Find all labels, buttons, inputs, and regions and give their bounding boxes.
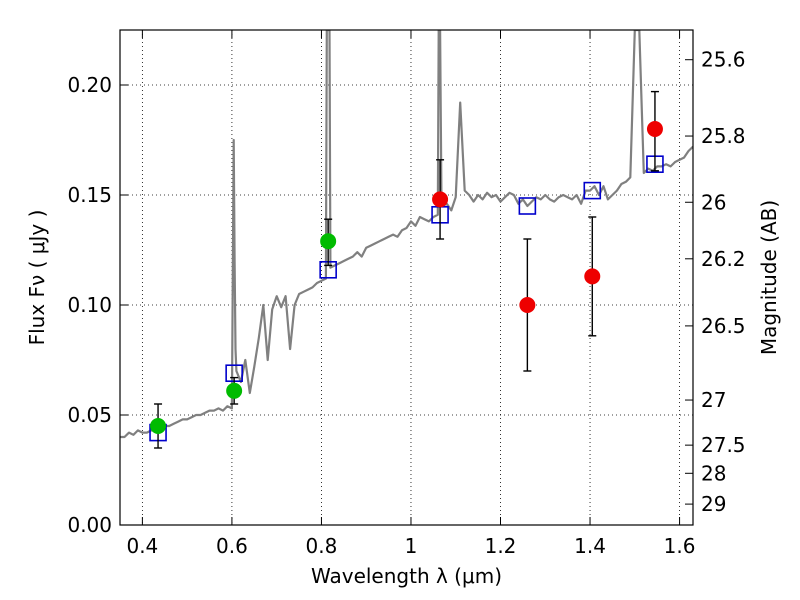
y2-tick-label: 25.6	[701, 48, 746, 72]
observed-flux-point	[320, 233, 337, 250]
axis-ticks: 0.4 0.6 0.8 1 1.2 1.4 1.6 0.00 0.05 0.10 0.15 0.20 2…	[67, 30, 746, 558]
y2-tick-label: 27	[701, 388, 726, 412]
observed-flux-point	[150, 418, 167, 434]
x-tick-label: 1.4	[574, 534, 606, 558]
y-tick-label: 0.00	[67, 513, 112, 537]
y2-tick-label: 26	[701, 190, 726, 214]
model-photometry-square	[518, 197, 537, 215]
y2-axis-title: Magnitude (AB)	[757, 200, 781, 355]
observed-flux-point	[646, 121, 663, 137]
y2-tick-label: 27.5	[701, 433, 746, 457]
plot-area	[120, 30, 693, 449]
model-spectrum-line	[120, 30, 693, 439]
model-photometry-square	[583, 181, 602, 200]
observed-flux-point	[519, 297, 536, 313]
grid	[120, 30, 693, 526]
y2-tick-label: 28	[701, 461, 726, 485]
x-tick-label: 1	[405, 534, 418, 558]
y-tick-label: 0.20	[67, 73, 112, 97]
x-tick-label: 1.2	[485, 534, 517, 558]
plot-frame	[119, 29, 694, 526]
x-tick-label: 1.6	[664, 534, 696, 558]
y2-tick-label: 26.2	[701, 247, 746, 271]
y2-tick-label: 29	[701, 492, 726, 516]
y-tick-label: 0.10	[67, 293, 112, 317]
x-axis-title: Wavelength λ (μm)	[311, 564, 502, 588]
y-tick-label: 0.05	[67, 403, 112, 427]
y2-tick-label: 26.5	[701, 314, 746, 338]
observed-flux-point	[584, 268, 601, 285]
x-tick-label: 0.8	[306, 534, 338, 558]
y-tick-label: 0.15	[67, 183, 112, 207]
observed-flux-point	[226, 382, 243, 399]
observed-flux-point	[432, 191, 449, 208]
y2-tick-label: 25.8	[701, 124, 746, 148]
y-axis-title: Flux Fν ( μJy )	[25, 210, 49, 346]
x-tick-label: 0.6	[216, 534, 248, 558]
x-tick-label: 0.4	[126, 534, 158, 558]
